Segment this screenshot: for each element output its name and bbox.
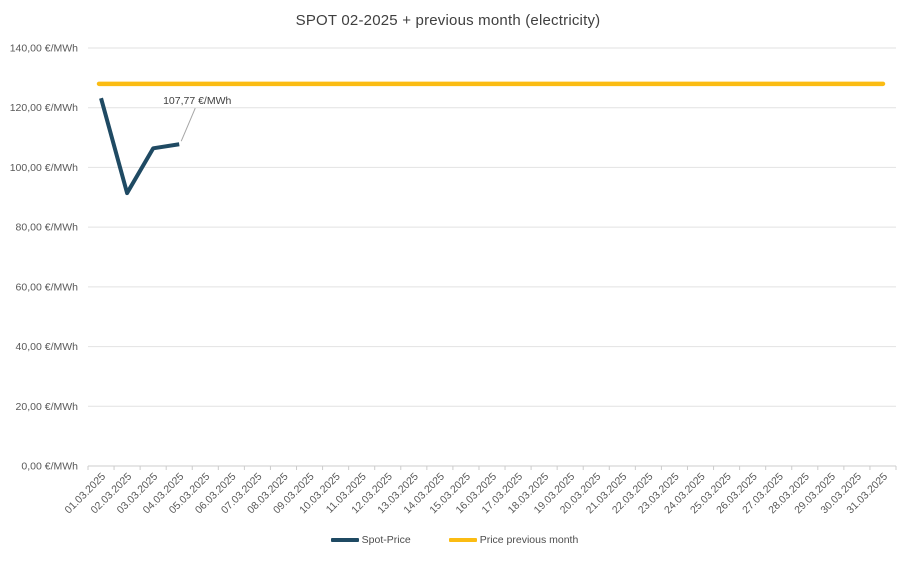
chart-title: SPOT 02-2025 + previous month (electrici… (295, 12, 601, 29)
chart-legend: Spot-Price Price previous month (0, 534, 909, 546)
y-axis-tick-label: 60,00 €/MWh (16, 281, 79, 293)
annotation-leader-line (180, 108, 196, 142)
y-axis-tick-label: 140,00 €/MWh (10, 43, 78, 55)
y-axis-tick-label: 40,00 €/MWh (16, 341, 79, 353)
legend-item-price-previous-month: Price previous month (448, 534, 579, 546)
spot-price-line (99, 97, 180, 196)
spot-price-line-swatch (330, 538, 359, 542)
y-axis-tick-label: 100,00 €/MWh (10, 162, 78, 174)
annotation-label: 107,77 €/MWh (163, 95, 231, 107)
legend-item-spot-price: Spot-Price (330, 534, 411, 546)
y-axis-tick-label: 20,00 €/MWh (16, 401, 79, 413)
y-axis-tick-label: 0,00 €/MWh (21, 461, 78, 473)
legend-label: Spot-Price (361, 534, 411, 546)
previous-month-line-swatch (448, 538, 477, 542)
legend-label: Price previous month (479, 534, 579, 546)
y-axis-tick-label: 80,00 €/MWh (16, 222, 79, 234)
y-axis-tick-label: 120,00 €/MWh (10, 102, 78, 114)
